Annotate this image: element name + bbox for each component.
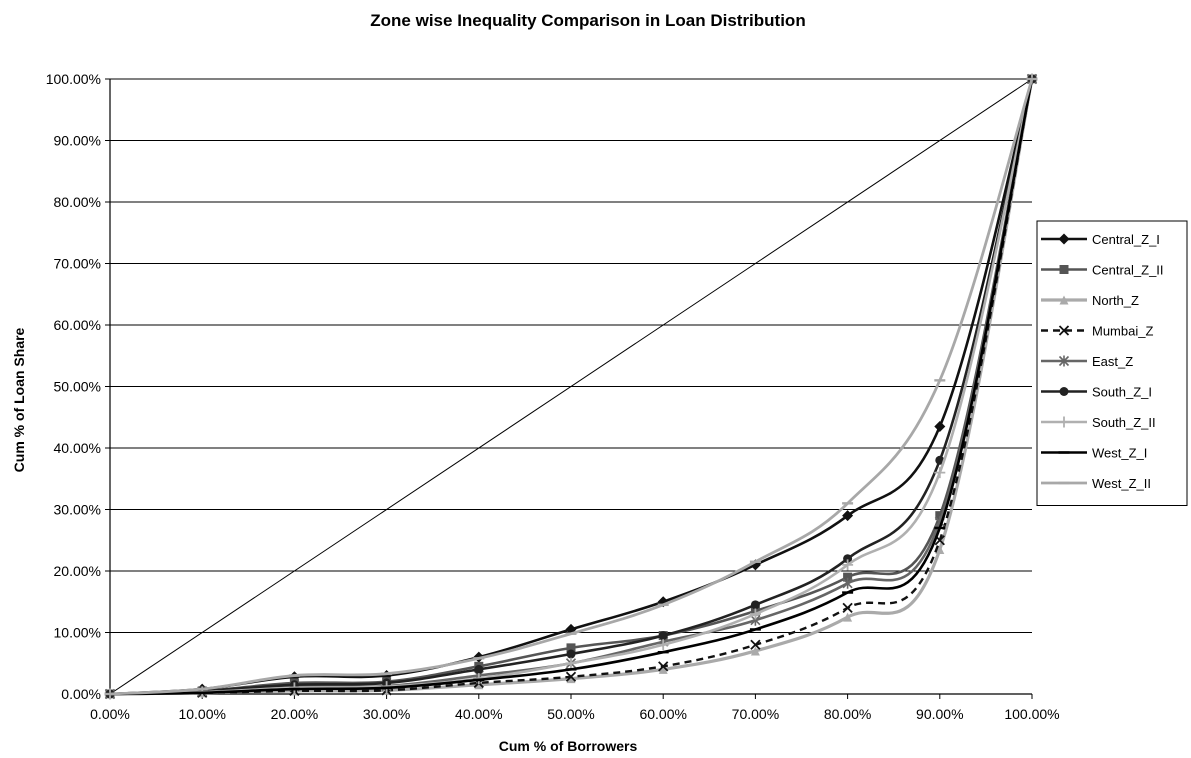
- data-point: [842, 510, 854, 522]
- y-tick-label: 70.00%: [54, 256, 101, 272]
- y-tick-label: 30.00%: [54, 502, 101, 518]
- data-point: [566, 643, 576, 653]
- data-point: [750, 639, 761, 650]
- legend-item: Central_Z_I: [1041, 232, 1160, 247]
- legend-item: Central_Z_II: [1041, 263, 1164, 278]
- data-point: [843, 612, 853, 622]
- legend-item: East_Z: [1041, 354, 1133, 369]
- legend-item: North_Z: [1041, 293, 1139, 308]
- data-point: [749, 608, 761, 620]
- y-tick-label: 10.00%: [54, 625, 101, 641]
- legend-marker: [1059, 387, 1069, 396]
- series-West_Z_II: [104, 77, 1038, 696]
- legend-label: North_Z: [1092, 293, 1139, 308]
- legend-marker: [1059, 265, 1069, 274]
- legend: Central_Z_I Central_Z_II North_Z Mumbai_Z Ea…: [1036, 220, 1188, 506]
- data-point: [842, 559, 854, 571]
- legend-marker: [1058, 325, 1070, 336]
- y-axis-title: Cum % of Loan Share: [11, 327, 27, 472]
- y-tick-label: 20.00%: [54, 563, 101, 579]
- data-point: [843, 554, 853, 564]
- x-tick-label: 30.00%: [363, 706, 410, 722]
- data-point: [842, 602, 853, 614]
- legend-marker: [1059, 295, 1069, 305]
- legend-label: Mumbai_Z: [1092, 324, 1153, 339]
- data-point: [657, 639, 669, 651]
- y-tick-label: 60.00%: [54, 317, 101, 333]
- series-line: [109, 78, 1034, 696]
- line-of-equality: [109, 78, 1033, 695]
- x-tick-label: 0.00%: [90, 706, 130, 722]
- x-axis-ticks: 0.00% 10.00% 20.00% 30.00% 40.00% 50.00% 60.00…: [90, 694, 1060, 722]
- y-tick-label: 50.00%: [54, 379, 101, 395]
- data-point: [935, 455, 945, 465]
- series-group: [104, 73, 1038, 700]
- x-tick-label: 60.00%: [639, 706, 686, 722]
- data-point: [565, 657, 577, 669]
- data-point: [842, 577, 853, 589]
- series-South_Z_I: [105, 74, 1037, 699]
- y-tick-label: 90.00%: [54, 133, 101, 149]
- legend-item: West_Z_II: [1041, 476, 1151, 491]
- x-tick-label: 20.00%: [271, 706, 318, 722]
- y-tick-label: 0.00%: [61, 686, 101, 702]
- x-tick-label: 10.00%: [178, 706, 225, 722]
- data-point: [474, 680, 484, 690]
- data-point: [658, 661, 669, 672]
- data-point: [658, 664, 668, 674]
- data-point: [566, 649, 576, 659]
- legend-marker: [1058, 416, 1070, 428]
- data-point: [474, 664, 484, 674]
- legend-item: South_Z_I: [1041, 385, 1152, 400]
- data-point: [843, 572, 853, 582]
- x-tick-label: 50.00%: [547, 706, 594, 722]
- data-point: [565, 671, 577, 682]
- data-point: [750, 646, 760, 656]
- series-West_Z_I: [104, 77, 1038, 696]
- data-point: [934, 467, 946, 479]
- x-axis-title: Cum % of Borrowers: [499, 738, 638, 754]
- x-tick-label: 80.00%: [824, 706, 871, 722]
- legend-item: South_Z_II: [1041, 415, 1156, 430]
- data-point: [935, 544, 945, 554]
- data-point: [934, 420, 946, 432]
- legend-marker: [1058, 233, 1070, 245]
- x-tick-label: 40.00%: [455, 706, 502, 722]
- legend-label: Central_Z_II: [1092, 263, 1164, 278]
- x-tick-label: 70.00%: [732, 706, 779, 722]
- x-tick-label: 100.00%: [1004, 706, 1059, 722]
- x-tick-label: 90.00%: [916, 706, 963, 722]
- legend-label: South_Z_I: [1092, 385, 1152, 400]
- y-axis-ticks: 0.00% 10.00% 20.00% 30.00% 40.00% 50.00% 60.00…: [46, 71, 110, 702]
- legend-label: Central_Z_I: [1092, 232, 1160, 247]
- y-tick-label: 80.00%: [54, 194, 101, 210]
- chart-title: Zone wise Inequality Comparison in Loan …: [370, 11, 805, 30]
- legend-item: Mumbai_Z: [1041, 324, 1153, 339]
- gridlines: [110, 78, 1032, 633]
- equality-line: [109, 78, 1033, 695]
- legend-label: South_Z_II: [1092, 415, 1156, 430]
- legend-label: West_Z_I: [1092, 446, 1147, 461]
- legend-label: East_Z: [1092, 354, 1133, 369]
- y-tick-label: 100.00%: [46, 71, 101, 87]
- y-tick-label: 40.00%: [54, 440, 101, 456]
- legend-item: West_Z_I: [1041, 446, 1147, 461]
- legend-marker: [1058, 355, 1070, 367]
- data-point: [566, 674, 576, 684]
- data-point: [750, 600, 760, 610]
- data-point: [658, 631, 668, 641]
- data-point: [935, 511, 945, 521]
- legend-label: West_Z_II: [1092, 476, 1151, 491]
